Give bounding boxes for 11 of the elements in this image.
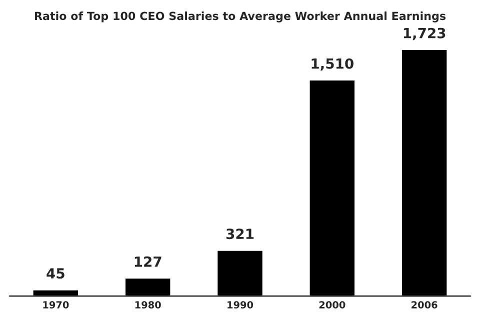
x-tick-label: 1980 [135,301,161,308]
data-label: 1,510 [312,58,354,71]
x-tick-label: 2000 [319,301,346,308]
data-label: 321 [226,228,254,240]
x-tick-label: 2006 [412,301,438,308]
data-label: 45 [46,268,64,279]
chart-title: Ratio of Top 100 CEO Salaries to Average Worker Annual Earnings [34,12,446,22]
x-tick-label: 1970 [43,301,69,308]
data-label: 127 [134,256,162,267]
data-label: 1,723 [404,28,446,40]
x-tick-label: 1990 [228,301,254,308]
